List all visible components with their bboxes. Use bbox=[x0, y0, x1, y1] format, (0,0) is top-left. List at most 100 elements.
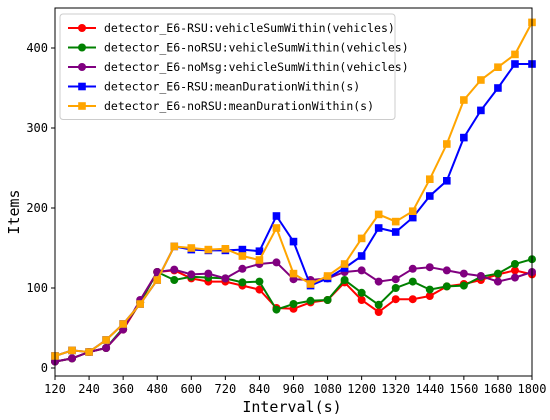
data-point bbox=[289, 269, 298, 278]
legend-entry: detector_E6-RSU:meanDurationWithin(s) bbox=[68, 80, 360, 94]
data-point bbox=[511, 50, 519, 59]
x-tick-label: 960 bbox=[283, 382, 305, 396]
data-point bbox=[425, 292, 434, 300]
y-tick-label: 400 bbox=[26, 41, 48, 55]
data-point bbox=[340, 276, 349, 284]
data-point bbox=[408, 264, 417, 273]
data-point bbox=[204, 245, 213, 254]
data-point bbox=[425, 175, 434, 183]
data-point bbox=[443, 177, 451, 185]
legend-entry: detector_E6-noMsg:vehicleSumWithin(vehic… bbox=[68, 60, 409, 74]
data-point bbox=[459, 281, 468, 290]
data-point bbox=[272, 258, 281, 267]
data-point bbox=[306, 280, 315, 288]
data-point bbox=[442, 266, 451, 275]
data-point bbox=[443, 140, 451, 148]
data-point bbox=[510, 260, 519, 268]
data-point bbox=[357, 296, 366, 304]
data-point bbox=[187, 270, 196, 279]
data-point bbox=[255, 285, 264, 294]
legend-marker bbox=[78, 43, 86, 52]
legend: detector_E6-RSU:vehicleSumWithin(vehicle… bbox=[59, 13, 409, 120]
data-point bbox=[408, 295, 417, 304]
data-point bbox=[357, 266, 366, 275]
y-tick-label: 300 bbox=[26, 121, 48, 135]
y-tick-label: 200 bbox=[26, 201, 48, 215]
data-point bbox=[102, 336, 110, 344]
data-point bbox=[357, 234, 366, 243]
data-point bbox=[460, 96, 468, 104]
data-point bbox=[68, 346, 76, 355]
legend-label: detector_E6-RSU:vehicleSumWithin(vehicle… bbox=[104, 21, 395, 35]
data-point bbox=[374, 300, 383, 309]
data-point bbox=[493, 277, 502, 286]
data-point bbox=[204, 269, 213, 278]
data-point bbox=[102, 344, 111, 352]
data-point bbox=[357, 252, 366, 260]
x-tick-label: 360 bbox=[112, 382, 134, 396]
x-tick-label: 600 bbox=[180, 382, 202, 396]
data-point bbox=[238, 278, 247, 287]
data-point bbox=[272, 305, 281, 314]
data-point bbox=[425, 263, 434, 272]
y-axis-label: Items bbox=[5, 189, 23, 234]
x-tick-label: 1200 bbox=[347, 382, 376, 396]
data-point bbox=[323, 272, 332, 280]
axes-layer: 120 240 360 480 600 720 840 960 1080 1200 1320 1440… bbox=[26, 7, 547, 396]
data-point bbox=[477, 106, 485, 115]
data-point bbox=[272, 212, 281, 220]
data-point bbox=[255, 256, 264, 264]
legend-entry: detector_E6-noRSU:vehicleSumWithin(vehic… bbox=[68, 41, 409, 55]
data-point bbox=[136, 300, 144, 308]
x-tick-label: 1320 bbox=[381, 382, 410, 396]
data-point bbox=[391, 275, 400, 284]
data-point bbox=[374, 210, 383, 219]
x-tick-label: 1560 bbox=[449, 382, 478, 396]
data-point bbox=[477, 76, 485, 84]
data-point bbox=[493, 269, 502, 278]
data-point bbox=[391, 284, 400, 292]
data-point bbox=[68, 354, 77, 363]
y-tick-label: 0 bbox=[41, 361, 48, 375]
data-point bbox=[374, 277, 383, 286]
x-tick-label: 240 bbox=[78, 382, 100, 396]
data-point bbox=[425, 285, 434, 294]
data-point bbox=[289, 237, 298, 246]
data-point bbox=[340, 264, 349, 272]
data-point bbox=[391, 228, 400, 236]
legend-marker bbox=[78, 82, 86, 91]
data-point bbox=[340, 260, 349, 268]
legend-label: detector_E6-noRSU:vehicleSumWithin(vehic… bbox=[104, 41, 409, 55]
data-point bbox=[221, 274, 230, 283]
data-point bbox=[187, 244, 196, 252]
legend-label: detector_E6-noRSU:meanDurationWithin(s) bbox=[104, 99, 374, 113]
x-axis-label: Interval(s) bbox=[242, 398, 341, 416]
data-point bbox=[170, 265, 179, 274]
x-tick-label: 840 bbox=[249, 382, 271, 396]
data-point bbox=[511, 60, 519, 68]
legend-frame bbox=[59, 13, 396, 120]
data-point bbox=[170, 276, 179, 284]
y-tick-label: 100 bbox=[26, 281, 48, 295]
data-point bbox=[238, 252, 247, 260]
x-tick-label: 1080 bbox=[313, 382, 342, 396]
x-tick-label: 1800 bbox=[518, 382, 547, 396]
data-point bbox=[408, 207, 417, 215]
x-tick-label: 1680 bbox=[483, 382, 512, 396]
legend-label: detector_E6-RSU:meanDurationWithin(s) bbox=[104, 80, 360, 94]
data-point bbox=[510, 273, 519, 282]
data-point bbox=[425, 192, 434, 200]
data-point bbox=[272, 224, 281, 232]
data-point bbox=[510, 266, 519, 275]
data-point bbox=[255, 247, 264, 255]
x-tick-label: 480 bbox=[146, 382, 168, 396]
legend-marker bbox=[78, 102, 86, 110]
data-point bbox=[306, 296, 315, 305]
data-point bbox=[289, 300, 298, 308]
legend-label: detector_E6-noMsg:vehicleSumWithin(vehic… bbox=[104, 60, 409, 74]
data-point bbox=[238, 264, 247, 273]
legend-marker bbox=[78, 24, 86, 32]
data-point bbox=[391, 295, 400, 304]
